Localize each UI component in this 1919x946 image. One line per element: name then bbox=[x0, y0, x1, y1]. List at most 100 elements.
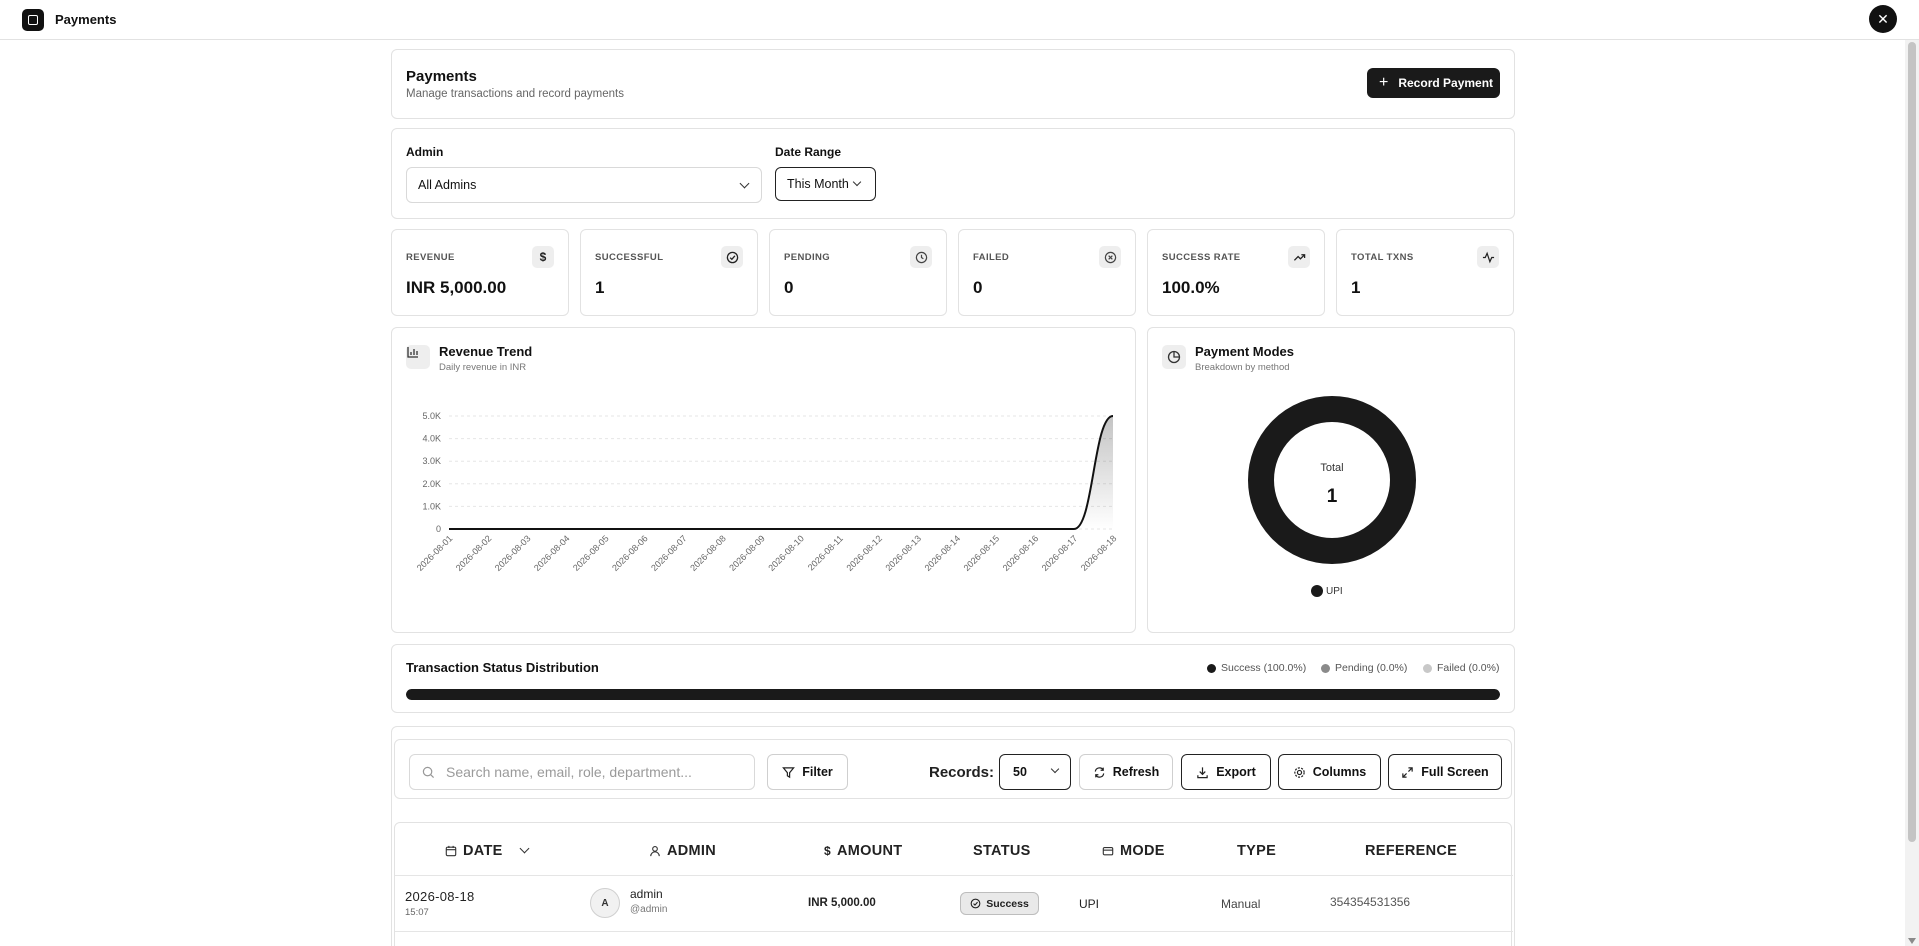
export-button[interactable]: Export bbox=[1181, 754, 1271, 790]
transactions-table: DATE ADMIN $ AMOUNT STATUS MODE TYPE REF… bbox=[394, 822, 1513, 946]
x-tick-label: 2026-08-09 bbox=[727, 533, 767, 573]
chart-title: Payment Modes bbox=[1195, 344, 1294, 359]
kpi-pending: PENDING 0 bbox=[769, 229, 947, 316]
records-per-page-select[interactable]: 50 bbox=[999, 754, 1071, 790]
y-tick-label: 1.0K bbox=[422, 501, 441, 511]
legend-swatch bbox=[1311, 585, 1323, 597]
y-tick-label: 4.0K bbox=[422, 434, 441, 444]
dollar-icon: $ bbox=[532, 246, 554, 268]
series-area bbox=[449, 416, 1113, 529]
row-admin-name: admin bbox=[630, 887, 663, 901]
distribution-title: Transaction Status Distribution bbox=[406, 660, 599, 675]
refresh-label: Refresh bbox=[1112, 765, 1160, 779]
column-label: ADMIN bbox=[667, 843, 717, 859]
x-tick-label: 2026-08-05 bbox=[571, 533, 611, 573]
y-tick-label: 5.0K bbox=[422, 411, 441, 421]
status-badge: Success bbox=[960, 892, 1039, 915]
kpi-label: PENDING bbox=[784, 252, 831, 263]
admin-filter-label: Admin bbox=[406, 145, 444, 159]
chart-title: Revenue Trend bbox=[439, 344, 533, 359]
search-icon bbox=[422, 766, 435, 779]
close-button[interactable]: ✕ bbox=[1869, 5, 1897, 33]
calendar-icon bbox=[445, 845, 457, 857]
y-tick-label: 0 bbox=[436, 524, 441, 534]
table-toolbar: Filter Records: 50 Refresh Export Column… bbox=[394, 739, 1512, 799]
scrollbar[interactable] bbox=[1905, 40, 1919, 946]
row-mode: UPI bbox=[1079, 897, 1100, 911]
column-label: STATUS bbox=[973, 843, 1031, 859]
payment-modes-donut bbox=[1248, 396, 1416, 564]
legend-swatch bbox=[1423, 663, 1432, 673]
page-subtitle: Manage transactions and record payments bbox=[406, 88, 624, 100]
column-header-status[interactable]: STATUS bbox=[973, 843, 1031, 859]
record-payment-label: Record Payment bbox=[1398, 76, 1494, 90]
y-tick-label: 2.0K bbox=[422, 479, 441, 489]
legend-label: Pending (0.0%) bbox=[1335, 662, 1408, 674]
fullscreen-button[interactable]: Full Screen bbox=[1388, 754, 1502, 790]
avatar: A bbox=[590, 888, 620, 918]
distribution-bar bbox=[406, 689, 1500, 700]
refresh-button[interactable]: Refresh bbox=[1079, 754, 1173, 790]
bar-chart-icon bbox=[406, 345, 430, 369]
page-header: Payments Manage transactions and record … bbox=[391, 49, 1515, 119]
pie-chart-icon bbox=[1162, 345, 1186, 369]
legend-swatch bbox=[1207, 663, 1216, 673]
column-header-mode[interactable]: MODE bbox=[1102, 843, 1165, 859]
columns-button[interactable]: Columns bbox=[1278, 754, 1381, 790]
kpi-value: 0 bbox=[784, 278, 794, 297]
x-tick-label: 2026-08-11 bbox=[806, 533, 845, 572]
x-tick-label: 2026-08-04 bbox=[532, 533, 572, 573]
x-tick-label: 2026-08-03 bbox=[493, 533, 533, 573]
date-range-value: This Month bbox=[787, 177, 849, 191]
column-header-reference[interactable]: REFERENCE bbox=[1365, 843, 1457, 859]
record-payment-button[interactable]: + Record Payment bbox=[1367, 68, 1500, 98]
column-label: MODE bbox=[1120, 843, 1165, 859]
scrollbar-thumb[interactable] bbox=[1908, 42, 1916, 842]
chart-subtitle: Breakdown by method bbox=[1195, 362, 1290, 373]
records-value: 50 bbox=[1013, 765, 1027, 779]
x-tick-label: 2026-08-16 bbox=[1001, 533, 1041, 573]
filter-icon bbox=[782, 766, 796, 778]
search-input[interactable] bbox=[446, 764, 736, 780]
check-circle-icon bbox=[970, 898, 981, 909]
status-distribution-card: Transaction Status Distribution Success … bbox=[391, 644, 1515, 713]
kpi-value: 100.0% bbox=[1162, 278, 1220, 297]
row-admin-handle: @admin bbox=[630, 904, 668, 915]
column-header-date[interactable]: DATE bbox=[445, 843, 530, 859]
column-label: AMOUNT bbox=[836, 843, 903, 859]
kpi-label: TOTAL TXNS bbox=[1351, 252, 1414, 263]
distribution-bar-success-fill bbox=[406, 689, 1500, 700]
donut-total-value: 1 bbox=[1326, 486, 1338, 507]
column-label: TYPE bbox=[1237, 843, 1277, 859]
kpi-label: SUCCESSFUL bbox=[595, 252, 664, 263]
kpi-failed: FAILED 0 bbox=[958, 229, 1136, 316]
x-tick-label: 2026-08-18 bbox=[1079, 533, 1119, 573]
scroll-down-arrow-icon[interactable] bbox=[1908, 938, 1916, 944]
x-circle-icon bbox=[1099, 246, 1121, 268]
kpi-label: FAILED bbox=[973, 252, 1010, 263]
admin-select[interactable]: All Admins bbox=[406, 167, 762, 203]
chevron-down-icon bbox=[739, 178, 750, 189]
row-amount: INR 5,000.00 bbox=[808, 897, 876, 909]
filter-button[interactable]: Filter bbox=[767, 754, 848, 790]
gear-icon bbox=[1294, 766, 1305, 778]
search-box[interactable] bbox=[409, 754, 755, 790]
columns-label: Columns bbox=[1312, 765, 1367, 779]
sort-chevron-icon[interactable] bbox=[519, 843, 530, 853]
legend-label: UPI bbox=[1326, 585, 1343, 597]
column-header-type[interactable]: TYPE bbox=[1237, 843, 1276, 859]
kpi-value: 1 bbox=[595, 278, 605, 297]
table-row[interactable]: 2026-08-18 15:07 A admin @admin INR 5,00… bbox=[395, 875, 1513, 932]
transactions-panel: Filter Records: 50 Refresh Export Column… bbox=[391, 726, 1515, 946]
x-tick-label: 2026-08-08 bbox=[688, 533, 728, 573]
check-circle-icon bbox=[721, 246, 743, 268]
column-label: DATE bbox=[463, 843, 503, 859]
date-range-select[interactable]: This Month bbox=[775, 167, 876, 201]
row-time: 15:07 bbox=[405, 907, 429, 918]
column-header-amount[interactable]: $ AMOUNT bbox=[824, 843, 902, 859]
date-range-label: Date Range bbox=[775, 145, 842, 159]
dollar-icon: $ bbox=[824, 844, 831, 858]
x-tick-label: 2026-08-15 bbox=[962, 533, 1002, 573]
column-header-admin[interactable]: ADMIN bbox=[649, 843, 716, 859]
donut-slice-upi bbox=[1248, 396, 1416, 564]
